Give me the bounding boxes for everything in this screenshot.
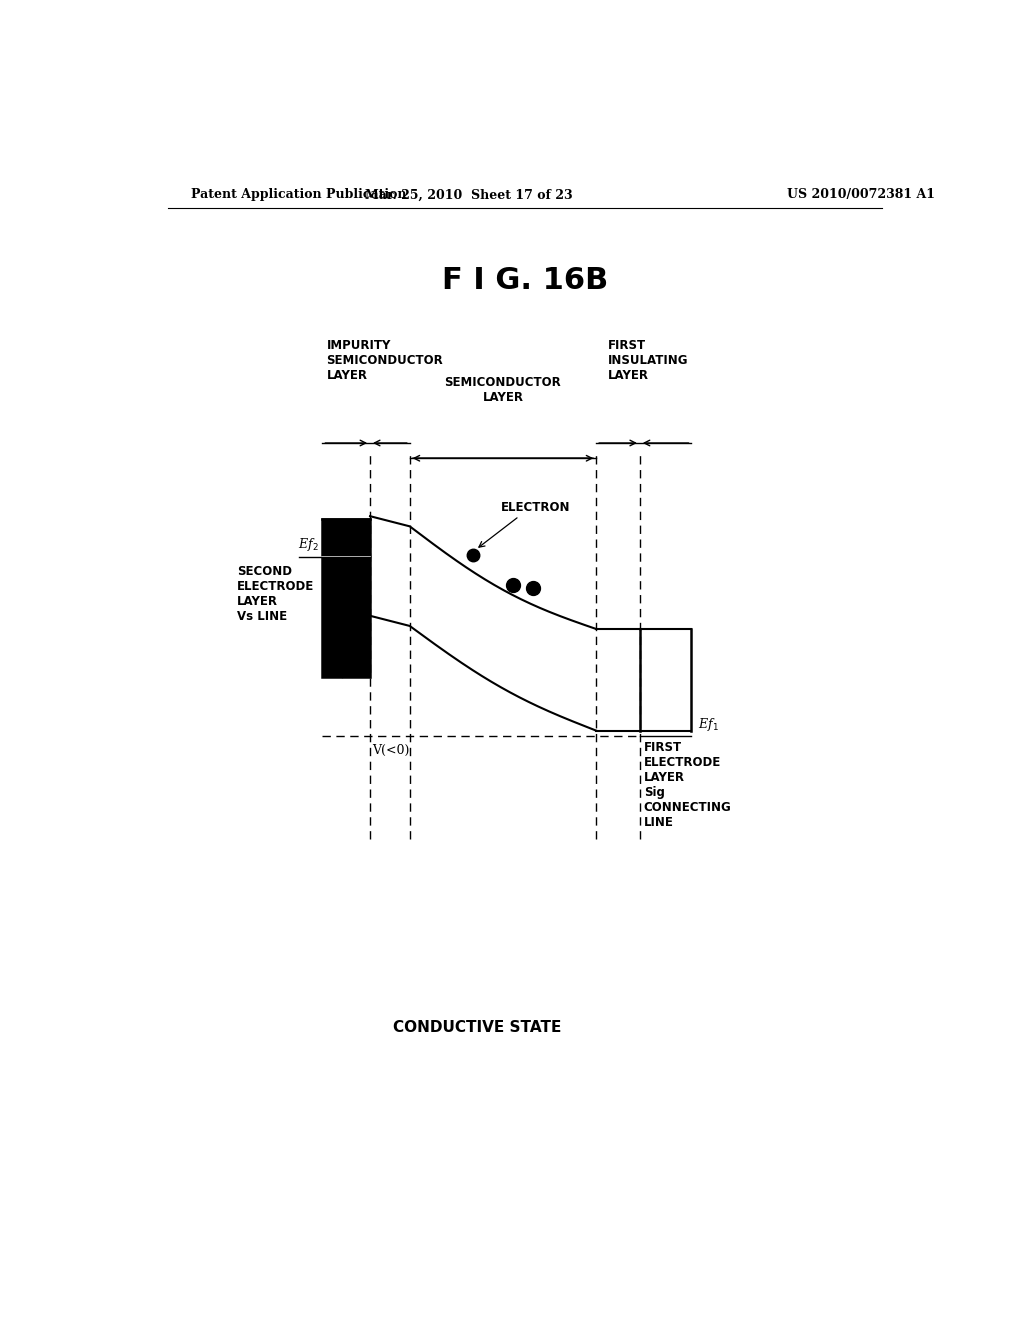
- Text: FIRST
ELECTRODE
LAYER
Sig
CONNECTING
LINE: FIRST ELECTRODE LAYER Sig CONNECTING LIN…: [644, 741, 731, 829]
- Text: Patent Application Publication: Patent Application Publication: [191, 189, 407, 202]
- Text: CONDUCTIVE STATE: CONDUCTIVE STATE: [393, 1020, 561, 1035]
- Text: V(<0): V(<0): [372, 744, 409, 756]
- Text: FIRST
INSULATING
LAYER: FIRST INSULATING LAYER: [608, 339, 688, 381]
- Text: US 2010/0072381 A1: US 2010/0072381 A1: [786, 189, 935, 202]
- Text: SECOND
ELECTRODE
LAYER
Vs LINE: SECOND ELECTRODE LAYER Vs LINE: [238, 565, 314, 623]
- Text: ELECTRON: ELECTRON: [501, 502, 570, 515]
- Bar: [323, 519, 370, 677]
- Text: SEMICONDUCTOR
LAYER: SEMICONDUCTOR LAYER: [444, 376, 561, 404]
- Text: Ef$_1$: Ef$_1$: [697, 715, 719, 733]
- Text: F I G. 16B: F I G. 16B: [441, 265, 608, 294]
- Text: Ef$_2$: Ef$_2$: [298, 536, 318, 553]
- Text: Mar. 25, 2010  Sheet 17 of 23: Mar. 25, 2010 Sheet 17 of 23: [366, 189, 573, 202]
- Text: IMPURITY
SEMICONDUCTOR
LAYER: IMPURITY SEMICONDUCTOR LAYER: [327, 339, 443, 381]
